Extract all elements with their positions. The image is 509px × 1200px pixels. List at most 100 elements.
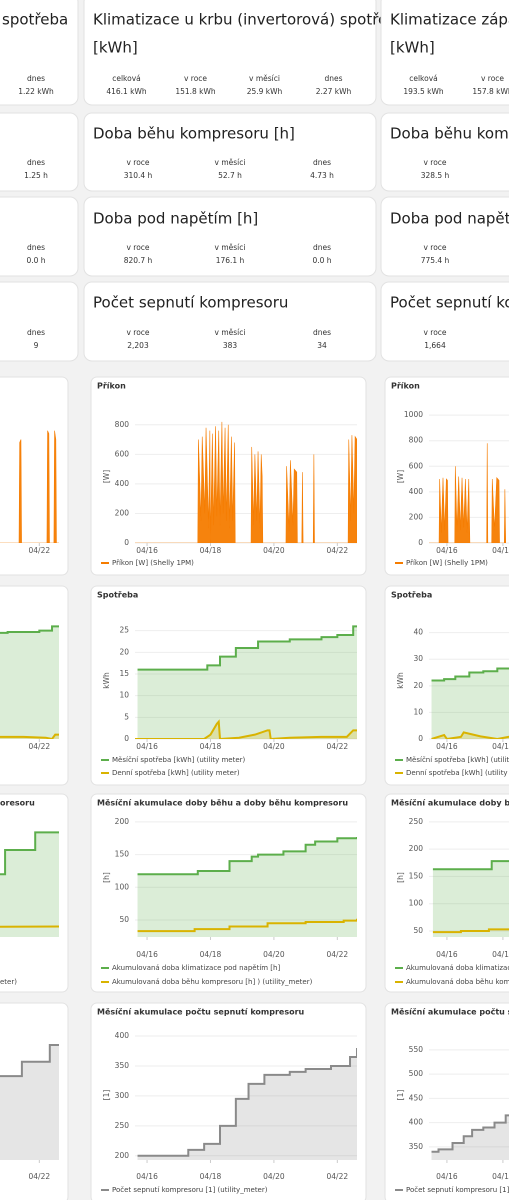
chart-card: Měsíční akumulace doby běhu a doby běhu … bbox=[384, 793, 509, 993]
area-fill bbox=[431, 668, 509, 739]
card-title: spotřeba bbox=[2, 11, 68, 29]
area-fill bbox=[137, 1047, 357, 1160]
y-tick-label: 10 bbox=[413, 707, 423, 716]
stat-value: 2.27 kWh bbox=[316, 87, 352, 96]
x-tick-label: 04/16 bbox=[136, 1172, 158, 1181]
stat-card: spotřeba dnes 1.22 kWh bbox=[0, 0, 79, 106]
chart-title: Měsíční akumulace počtu sepnutí kompreso… bbox=[391, 1007, 509, 1017]
x-tick-label: 04/22 bbox=[327, 546, 349, 555]
card-background bbox=[0, 281, 79, 362]
card-background bbox=[0, 112, 79, 192]
y-axis-label: [h] bbox=[396, 872, 405, 883]
y-tick-label: 5 bbox=[124, 712, 129, 721]
stat-value: 328.5 h bbox=[421, 171, 450, 180]
card-background bbox=[0, 196, 79, 277]
stat-label: dnes bbox=[324, 74, 342, 83]
stat-value: 416.1 kWh bbox=[106, 87, 147, 96]
card-background bbox=[90, 585, 367, 786]
x-tick-label: 04/22 bbox=[327, 742, 349, 751]
card-background bbox=[0, 376, 69, 576]
card-background bbox=[380, 0, 509, 106]
card-background bbox=[90, 1002, 367, 1200]
card-background bbox=[384, 376, 509, 576]
stat-label: v měsíci bbox=[215, 158, 246, 167]
stat-card: Klimatizace u krbu (invertorová) spotřeb… bbox=[83, 0, 406, 106]
x-tick-label: 04/20 bbox=[263, 742, 285, 751]
line bbox=[431, 731, 509, 739]
chart-card: Měsíční akumulace počtu sepnutí kompreso… bbox=[90, 1002, 367, 1200]
stat-value: 1,664 bbox=[424, 341, 446, 350]
x-tick-label: 04/16 bbox=[436, 1172, 458, 1181]
y-axis-label: [1] bbox=[102, 1090, 111, 1101]
legend-label: Akumulovaná doba běhu kompresoru [h] ) (… bbox=[406, 978, 509, 986]
y-tick-label: 0 bbox=[124, 538, 129, 547]
x-tick-label: 04/20 bbox=[263, 546, 285, 555]
x-tick-label: 04/22 bbox=[327, 1172, 349, 1181]
plot-area bbox=[0, 1043, 59, 1160]
line bbox=[137, 918, 357, 933]
chart-card: oresoru eter) bbox=[0, 793, 69, 993]
area-fill bbox=[432, 861, 509, 937]
card-background bbox=[83, 196, 377, 277]
chart-card: Spotřeba kWh 0 5 10 15 20 25 04/16 04/18 04/20 04/2… bbox=[90, 585, 367, 786]
plot-area bbox=[431, 667, 509, 739]
chart-title: oresoru bbox=[0, 799, 35, 808]
y-tick-label: 450 bbox=[409, 1093, 424, 1102]
card-background bbox=[83, 112, 377, 192]
y-tick-label: 200 bbox=[115, 508, 130, 517]
plot-area bbox=[431, 1114, 509, 1160]
card-background bbox=[90, 793, 367, 993]
stat-value: 52.7 h bbox=[218, 171, 242, 180]
stat-value: 820.7 h bbox=[124, 256, 153, 265]
plot-area bbox=[0, 831, 59, 937]
stat-label: v roce bbox=[423, 328, 446, 337]
x-tick-label: 04/18 bbox=[200, 1172, 222, 1181]
y-tick-label: 25 bbox=[119, 626, 129, 635]
legend-label: eter) bbox=[0, 978, 17, 986]
legend-label: Počet sepnutí kompresoru [1] (utility_me… bbox=[112, 1186, 268, 1194]
area-fill bbox=[137, 836, 357, 937]
stat-card: Počet sepnutí kompresoru v roce 1,664 bbox=[380, 281, 509, 362]
area-fill bbox=[431, 1115, 509, 1160]
legend-label: Měsíční spotřeba [kWh] (utility meter) bbox=[406, 756, 509, 764]
y-tick-label: 250 bbox=[409, 817, 424, 826]
stat-card: dnes 1.25 h bbox=[0, 112, 79, 192]
y-tick-label: 0 bbox=[418, 734, 423, 743]
card-background bbox=[83, 0, 377, 106]
line bbox=[0, 831, 59, 876]
stat-label: v měsíci bbox=[215, 243, 246, 252]
x-tick-label: 04/18 bbox=[200, 546, 222, 555]
stat-label: v roce bbox=[126, 328, 149, 337]
x-tick-label: 04/16 bbox=[136, 950, 158, 959]
y-tick-label: 800 bbox=[409, 436, 424, 445]
line bbox=[432, 928, 509, 934]
stat-label: v roce bbox=[423, 158, 446, 167]
x-tick-label: 04/16 bbox=[436, 742, 458, 751]
legend-label: Příkon [W] (Shelly 1PM) bbox=[112, 559, 194, 567]
card-title: Doba pod napětím [h] bbox=[390, 210, 509, 228]
y-tick-label: 20 bbox=[413, 681, 423, 690]
y-tick-label: 15 bbox=[119, 669, 129, 678]
card-background bbox=[0, 0, 79, 106]
chart-card: 04/22 bbox=[0, 585, 69, 786]
stat-card: Klimatizace západ [kWh] celková 193.5 kWh v … bbox=[380, 0, 509, 106]
y-tick-label: 550 bbox=[409, 1045, 424, 1054]
stat-value: 1.22 kWh bbox=[18, 87, 54, 96]
x-tick-label: 04/18 bbox=[200, 742, 222, 751]
stat-label: v měsíci bbox=[249, 74, 280, 83]
stat-label: dnes bbox=[27, 243, 45, 252]
stat-label: celková bbox=[409, 74, 438, 83]
card-title: Počet sepnutí kompresoru bbox=[93, 294, 288, 312]
legend-label: Akumulovaná doba klimatizace pod napětím… bbox=[406, 964, 509, 972]
card-background bbox=[0, 793, 69, 993]
y-axis-label: kWh bbox=[396, 672, 405, 689]
line bbox=[432, 860, 509, 871]
x-tick-label: 04/16 bbox=[436, 546, 458, 555]
plot-area bbox=[137, 1047, 357, 1160]
legend-label: Denní spotřeba [kWh] (utility meter) bbox=[406, 769, 509, 777]
line bbox=[137, 836, 357, 876]
y-tick-label: 0 bbox=[124, 734, 129, 743]
chart-title: Spotřeba bbox=[97, 591, 138, 600]
y-tick-label: 150 bbox=[409, 871, 424, 880]
stat-value: 383 bbox=[223, 341, 238, 350]
